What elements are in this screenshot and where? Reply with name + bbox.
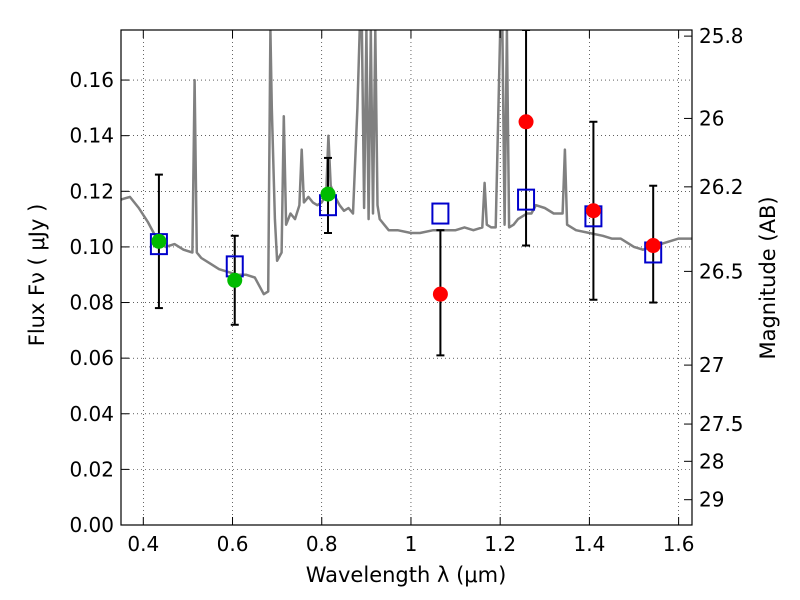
observed-point [518, 114, 534, 130]
y-tick-label: 0.00 [69, 513, 114, 537]
y-tick-label: 0.04 [69, 402, 114, 426]
right-tick-label: 26.5 [699, 259, 744, 283]
y-axis-label-right: Magnitude (AB) [756, 196, 780, 359]
model-square-point [431, 202, 450, 225]
observed-point [227, 272, 243, 288]
x-tick-label: 0.4 [127, 532, 159, 556]
y-tick-label: 0.12 [69, 179, 114, 203]
right-tick-label: 27.5 [699, 412, 744, 436]
y-tick-label: 0.08 [69, 291, 114, 315]
x-tick-label: 1.4 [573, 532, 605, 556]
right-tick-label: 25.8 [699, 24, 744, 48]
x-axis-label: Wavelength λ (μm) [306, 563, 507, 587]
y-axis-label-left: Flux Fν ( μJy ) [25, 204, 49, 347]
right-tick-label: 26 [699, 106, 724, 130]
x-tick-label: 1.6 [663, 532, 695, 556]
observed-point [151, 233, 167, 249]
right-tick-label: 27 [699, 353, 724, 377]
spectrum-line [121, 30, 692, 296]
right-tick-label: 26.2 [699, 175, 744, 199]
right-tick-label: 28 [699, 449, 724, 473]
grid-lines [121, 30, 692, 526]
observed-point [585, 203, 601, 219]
y-tick-label: 0.10 [69, 235, 114, 259]
x-tick-label: 0.6 [217, 532, 249, 556]
y-tick-label: 0.16 [69, 68, 114, 92]
y-tick-label: 0.14 [69, 124, 114, 148]
y-tick-label: 0.06 [69, 346, 114, 370]
axis-ticks: 0.4 0.6 0.8 1 1.2 1.4 1.6 0.00 0.02 0.04 0.06 0.08 0… [69, 24, 743, 556]
right-tick-label: 29 [699, 488, 724, 512]
x-tick-label: 0.8 [306, 532, 338, 556]
plot-area [121, 30, 692, 357]
model-square-point [517, 188, 536, 211]
plot-frame [120, 29, 693, 526]
x-tick-label: 1 [405, 532, 418, 556]
observed-point [320, 186, 336, 202]
y-tick-label: 0.02 [69, 457, 114, 481]
observed-point [432, 286, 448, 302]
observed-point [645, 238, 661, 254]
x-tick-label: 1.2 [484, 532, 516, 556]
